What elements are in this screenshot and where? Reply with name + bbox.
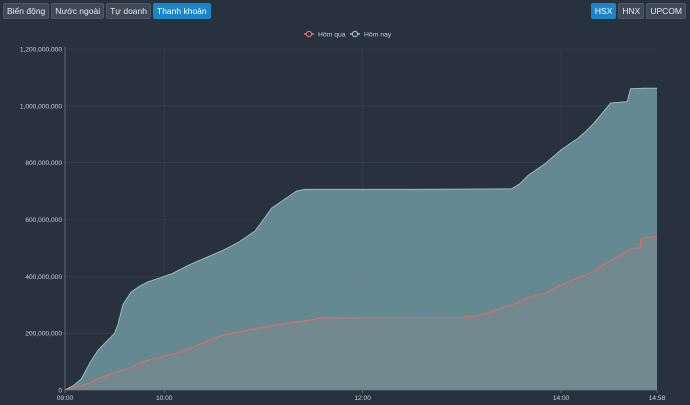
market-hnx-button[interactable]: HNX	[618, 3, 645, 19]
market-tabs: HSX HNX UPCOM	[590, 3, 686, 19]
market-hsx-button[interactable]: HSX	[590, 3, 617, 19]
y-tick-label: 1,200,000,000	[20, 47, 63, 54]
series-hom-qua-line	[64, 236, 658, 391]
y-tick-label: 800,000,000	[25, 160, 62, 167]
y-tick-label: 200,000,000	[25, 331, 62, 338]
market-upcom-button[interactable]: UPCOM	[646, 3, 686, 19]
x-tick-label: 12:00	[354, 395, 371, 402]
series-hom-nay-area	[65, 88, 657, 391]
tab-bien-dong[interactable]: Biến động	[3, 3, 50, 19]
view-tabs: Biến động Nước ngoài Tự doanh Thanh khoả…	[3, 3, 211, 19]
tab-thanh-khoan[interactable]: Thanh khoản	[153, 3, 211, 19]
series-hom-nay-line	[64, 87, 657, 391]
tab-tu-doanh[interactable]: Tự doanh	[106, 3, 151, 19]
y-tick-label: 0	[58, 388, 62, 395]
y-tick-label: 400,000,000	[25, 274, 62, 281]
y-tick-label: 600,000,000	[25, 217, 62, 224]
legend-hom-nay-label: Hôm nay	[364, 31, 392, 38]
y-tick-label: 1,000,000,000	[20, 103, 63, 110]
x-tick-label: 10:00	[156, 395, 173, 402]
legend-hom-nay-marker	[351, 30, 359, 38]
legend-hom-qua-label: Hôm qua	[318, 31, 346, 38]
x-tick-label: 14:58	[649, 395, 666, 402]
tab-nuoc-ngoai[interactable]: Nước ngoài	[51, 3, 105, 19]
legend-hom-qua-marker	[305, 30, 313, 38]
x-tick-label: 09:00	[57, 395, 74, 402]
x-tick-label: 14:00	[553, 395, 570, 402]
series-hom-qua-area	[65, 236, 657, 390]
